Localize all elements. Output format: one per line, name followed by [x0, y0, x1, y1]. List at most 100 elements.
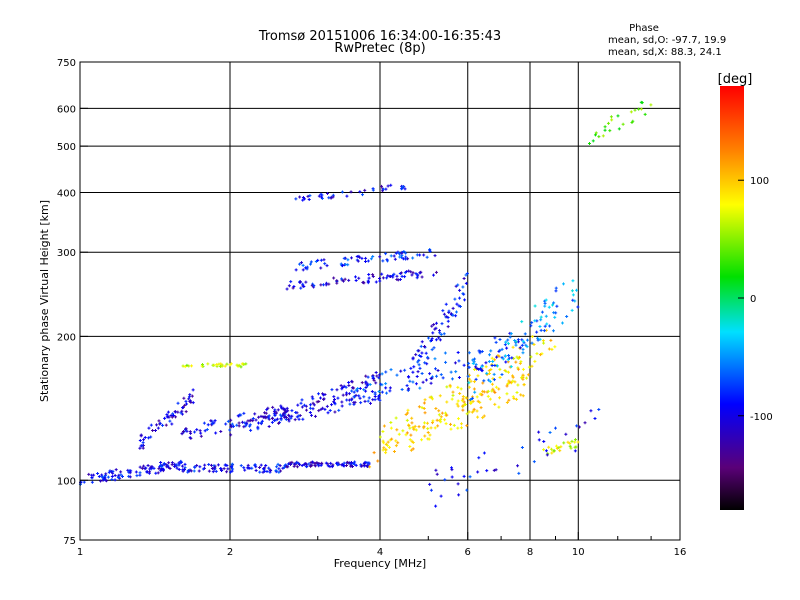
- echo-point: [428, 372, 432, 376]
- echo-point: [385, 391, 389, 395]
- echo-point: [434, 504, 438, 508]
- echo-point: [321, 283, 325, 287]
- echo-point: [571, 279, 575, 283]
- echo-point: [399, 271, 403, 275]
- echo-point: [388, 389, 392, 393]
- echo-point: [576, 440, 580, 444]
- x-tick-label: 16: [674, 547, 687, 558]
- echo-point: [166, 410, 170, 414]
- echo-point: [509, 332, 513, 336]
- y-tick-label: 400: [57, 188, 76, 199]
- echo-point: [424, 378, 428, 382]
- echo-point: [152, 466, 156, 470]
- echo-point: [254, 418, 258, 422]
- echo-point: [164, 423, 168, 427]
- echo-point: [302, 403, 306, 407]
- echo-point: [367, 461, 371, 465]
- echo-point: [321, 406, 325, 410]
- echo-point: [285, 406, 289, 410]
- echo-point: [432, 322, 436, 326]
- echo-point: [352, 390, 356, 394]
- grid-lines: [80, 62, 680, 540]
- echo-point: [237, 424, 241, 428]
- echo-point: [462, 400, 466, 404]
- echo-point: [304, 280, 308, 284]
- echo-point: [308, 411, 312, 415]
- echo-point: [629, 110, 633, 114]
- echo-point: [416, 370, 420, 374]
- echo-point: [220, 364, 224, 368]
- echo-point: [296, 403, 300, 407]
- echo-point: [168, 467, 172, 471]
- echo-point: [199, 431, 203, 435]
- echo-point: [158, 421, 162, 425]
- echo-point: [552, 301, 556, 305]
- echo-point: [526, 373, 530, 377]
- echo-point: [519, 360, 523, 364]
- echo-point: [441, 376, 445, 380]
- echo-point: [548, 324, 552, 328]
- echo-point: [382, 424, 386, 428]
- echo-point: [380, 390, 384, 394]
- echo-point: [508, 335, 512, 339]
- echo-point: [360, 256, 364, 260]
- echo-point: [433, 426, 437, 430]
- echo-point: [428, 433, 432, 437]
- colorbar-label: [deg]: [718, 72, 753, 87]
- echo-point: [565, 314, 569, 318]
- echo-point: [504, 369, 508, 373]
- echo-point: [408, 445, 412, 449]
- echo-point: [482, 379, 486, 383]
- echo-point: [454, 314, 458, 318]
- echo-point: [340, 190, 344, 194]
- echo-point: [301, 268, 305, 272]
- echo-point: [240, 420, 244, 424]
- echo-point: [562, 441, 566, 445]
- echo-point: [451, 393, 455, 397]
- echo-point: [300, 405, 304, 409]
- echo-point: [199, 434, 203, 438]
- echo-point: [198, 429, 202, 433]
- echo-point: [522, 383, 526, 387]
- echo-point: [513, 338, 517, 342]
- echo-point: [465, 412, 469, 416]
- echo-point: [533, 359, 537, 363]
- echo-point: [403, 187, 407, 191]
- echo-point: [319, 396, 323, 400]
- echo-point: [87, 472, 91, 476]
- echo-point: [219, 466, 223, 470]
- echo-point: [207, 463, 211, 467]
- echo-point: [169, 414, 173, 418]
- echo-point: [110, 474, 114, 478]
- echo-point: [311, 407, 315, 411]
- echo-point: [412, 427, 416, 431]
- echo-point: [242, 425, 246, 429]
- echo-point: [616, 114, 620, 118]
- echo-point: [159, 460, 163, 464]
- echo-point: [395, 274, 399, 278]
- echo-point: [345, 398, 349, 402]
- echo-point: [349, 190, 353, 194]
- echo-point: [398, 278, 402, 282]
- echo-point: [459, 387, 463, 391]
- echo-point: [443, 478, 447, 482]
- echo-point: [471, 358, 475, 362]
- echo-point: [380, 272, 384, 276]
- echo-point: [495, 355, 499, 359]
- echo-point: [111, 469, 115, 473]
- echo-point: [360, 193, 364, 197]
- echo-point: [542, 329, 546, 333]
- echo-point: [180, 432, 184, 436]
- echo-point: [505, 401, 509, 405]
- echo-point: [258, 466, 262, 470]
- echo-point: [177, 468, 181, 472]
- echo-point: [190, 394, 194, 398]
- echo-point: [212, 421, 216, 425]
- echo-point: [407, 424, 411, 428]
- echo-point: [107, 470, 111, 474]
- echo-point: [257, 421, 261, 425]
- echo-point: [331, 463, 335, 467]
- echo-point: [377, 395, 381, 399]
- echo-point: [430, 337, 434, 341]
- echo-point: [520, 445, 524, 449]
